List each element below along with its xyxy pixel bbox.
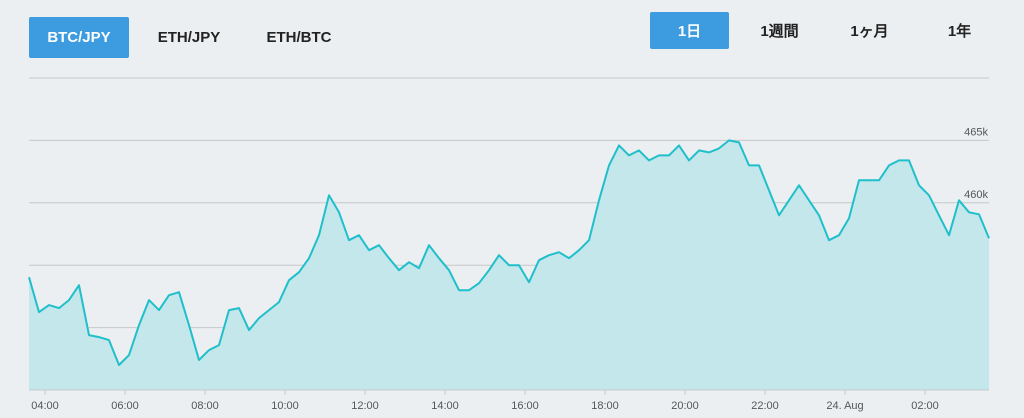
x-tick-label: 20:00 (671, 400, 699, 412)
y-tick-label: 460k (964, 189, 988, 201)
x-tick-label: 08:00 (191, 400, 219, 412)
pair-tab[interactable]: ETH/BTC (266, 29, 332, 46)
x-tick-label: 06:00 (111, 400, 139, 412)
pair-tab[interactable]: BTC/JPY (29, 17, 129, 58)
x-tick-label: 18:00 (591, 400, 619, 412)
range-tab[interactable]: 1ヶ月 (850, 23, 889, 40)
x-tick-label: 04:00 (31, 400, 59, 412)
y-tick-label: 465k (964, 126, 988, 138)
pair-tab[interactable]: ETH/JPY (157, 29, 221, 46)
price-line (28, 139, 990, 366)
range-tab[interactable]: 1週間 (760, 23, 799, 40)
range-tab[interactable]: 1年 (947, 23, 972, 40)
x-tick-label: 22:00 (751, 400, 779, 412)
x-tick-label: 24. Aug (826, 400, 863, 412)
range-tab[interactable]: 1日 (650, 12, 729, 49)
x-tick-label: 12:00 (351, 400, 379, 412)
x-tick-label: 02:00 (911, 400, 939, 412)
x-tick-label: 14:00 (431, 400, 459, 412)
x-tick-label: 16:00 (511, 400, 539, 412)
x-tick-label: 10:00 (271, 400, 299, 412)
